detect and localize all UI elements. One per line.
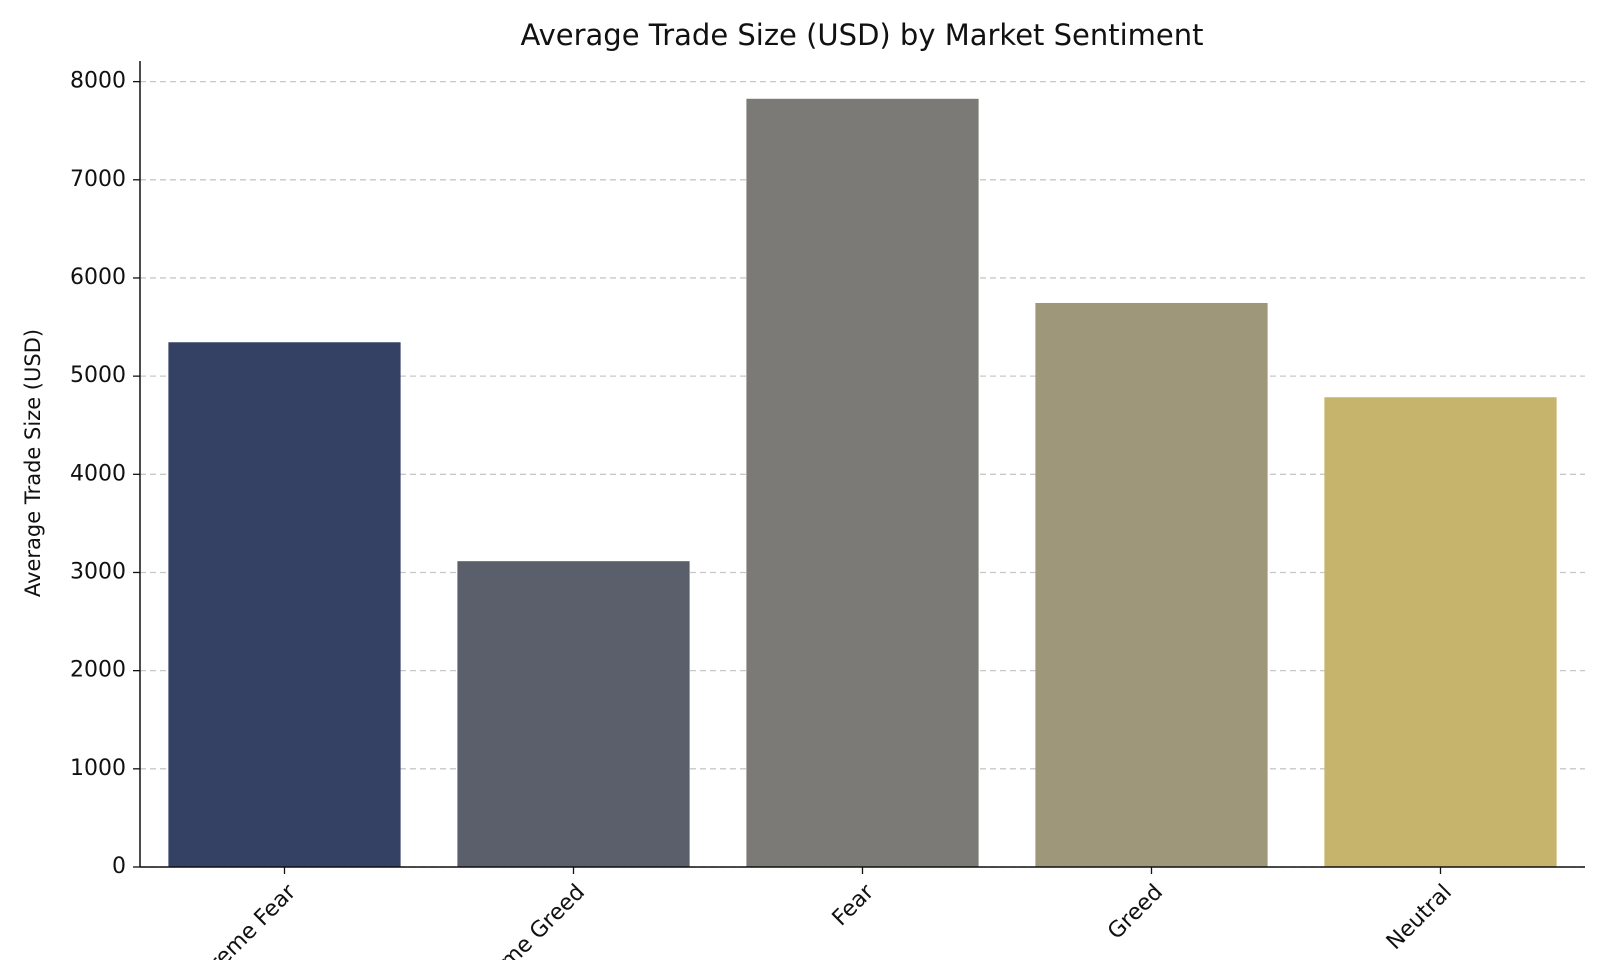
x-tick-label: Neutral — [1382, 880, 1457, 955]
y-tick-label: 3000 — [70, 559, 126, 584]
x-tick-label: Extreme Greed — [455, 880, 590, 960]
y-tick-label: 8000 — [70, 69, 126, 94]
y-tick-label: 7000 — [70, 167, 126, 192]
y-tick-label: 2000 — [70, 658, 126, 683]
bar — [1035, 302, 1268, 868]
y-axis-label: Average Trade Size (USD) — [21, 329, 45, 597]
bar — [1324, 397, 1557, 868]
bar — [457, 561, 690, 868]
bar — [746, 98, 979, 868]
bar — [168, 342, 401, 868]
chart-title: Average Trade Size (USD) by Market Senti… — [520, 18, 1203, 52]
y-tick-label: 6000 — [70, 265, 126, 290]
x-tick-label: Greed — [1103, 880, 1168, 945]
x-tick-label: Extreme Fear — [179, 879, 301, 960]
y-tick-label: 0 — [112, 854, 126, 879]
y-tick-label: 1000 — [70, 756, 126, 781]
y-tick-label: 5000 — [70, 363, 126, 388]
x-tick-label: Fear — [828, 879, 880, 931]
y-tick-label: 4000 — [70, 461, 126, 486]
